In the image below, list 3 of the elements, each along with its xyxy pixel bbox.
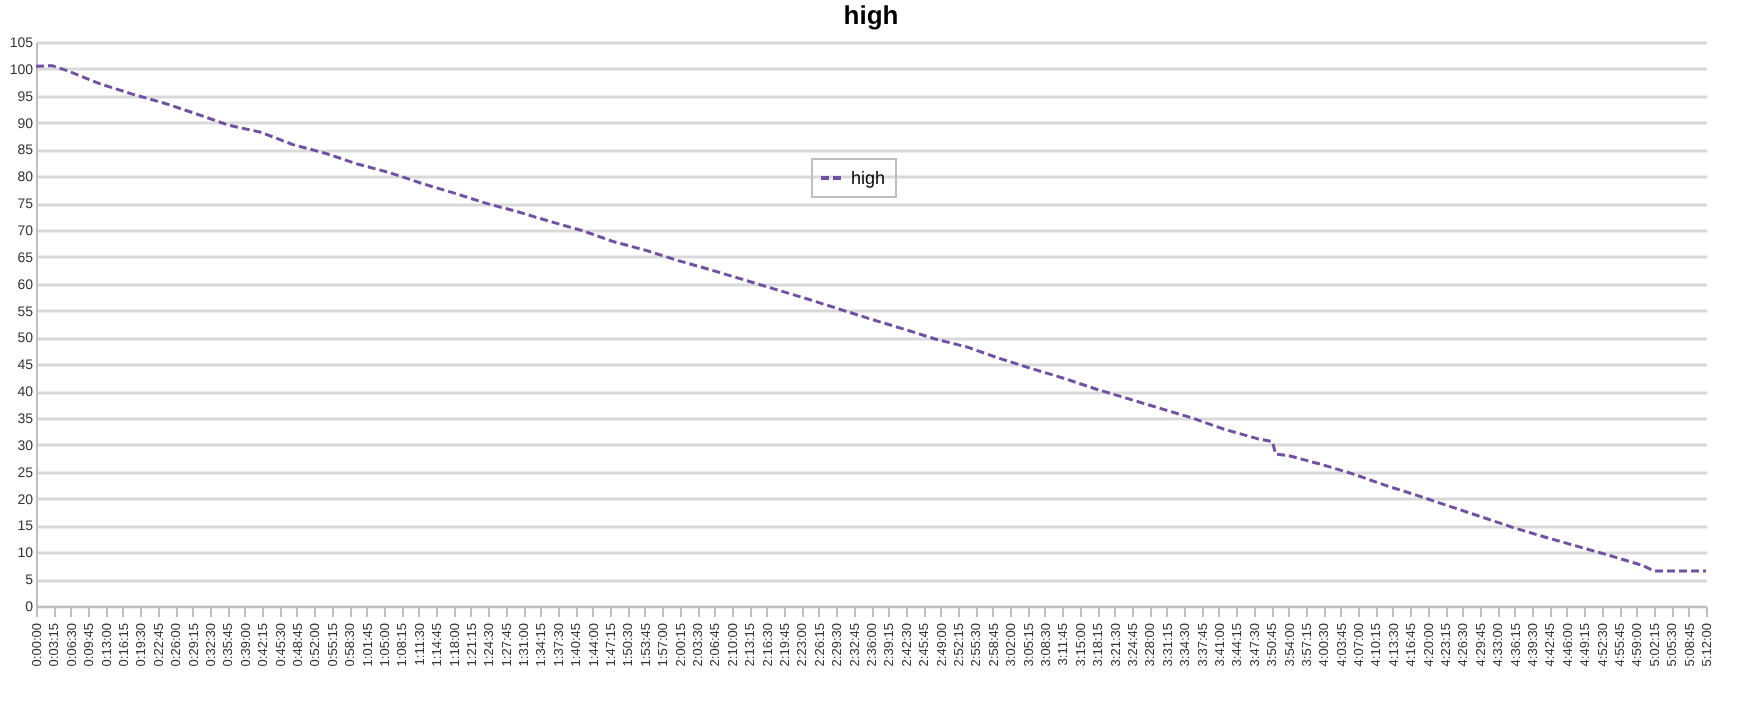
chart-title: high [843, 0, 899, 30]
legend-label: high [851, 168, 886, 188]
line-series [34, 64, 1708, 573]
